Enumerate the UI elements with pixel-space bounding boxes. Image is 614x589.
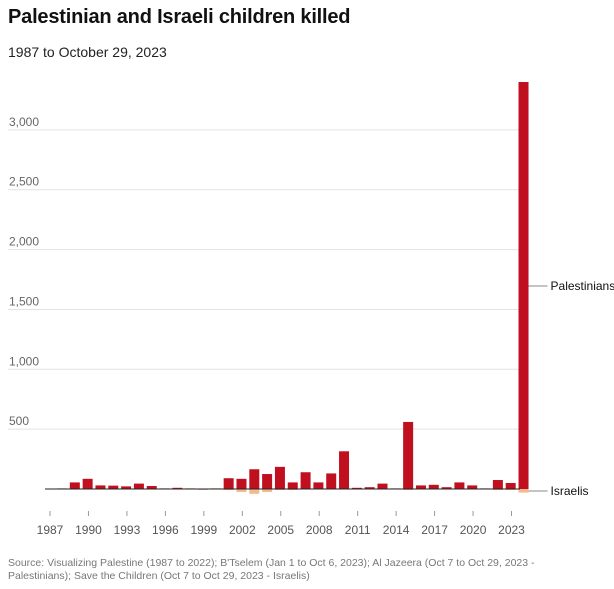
bar-israelis-2003 bbox=[262, 489, 273, 492]
x-tick-label: 2014 bbox=[383, 523, 410, 537]
bars bbox=[57, 82, 529, 494]
x-tick-label: 2002 bbox=[229, 523, 256, 537]
x-tick-label: 2023 bbox=[498, 523, 525, 537]
y-tick-label: 1,000 bbox=[9, 354, 39, 368]
x-tick-label: 1999 bbox=[190, 523, 217, 537]
bar-palestinians-1990 bbox=[95, 485, 106, 489]
bar-palestinians-1991 bbox=[108, 485, 119, 489]
bar-palestinians-2012 bbox=[377, 483, 388, 489]
bar-palestinians-2000 bbox=[223, 478, 234, 489]
bar-palestinians-1996 bbox=[172, 487, 183, 489]
x-tick-label: 1990 bbox=[75, 523, 102, 537]
bar-palestinians-2011 bbox=[364, 487, 375, 489]
bar-palestinians-2008 bbox=[326, 473, 337, 489]
bar-palestinians-2010 bbox=[351, 487, 362, 489]
bar-israelis-2002 bbox=[249, 489, 260, 494]
chart-title: Palestinian and Israeli children killed bbox=[8, 6, 351, 28]
bar-palestinians-1994 bbox=[146, 486, 157, 489]
x-tick-label: 2005 bbox=[267, 523, 294, 537]
bar-palestinians-2017 bbox=[441, 487, 452, 489]
bar-palestinians-1992 bbox=[121, 486, 132, 489]
bar-palestinians-2002 bbox=[249, 469, 260, 489]
x-tick-label: 1993 bbox=[114, 523, 141, 537]
bar-palestinians-2014 bbox=[403, 421, 414, 489]
x-tick-label: 2011 bbox=[345, 523, 371, 537]
bar-palestinians-2022 bbox=[505, 483, 516, 489]
x-tick-label: 1996 bbox=[152, 523, 179, 537]
bar-palestinians-2021 bbox=[492, 480, 503, 489]
gridlines bbox=[8, 129, 520, 430]
bar-israelis-2023 bbox=[518, 489, 529, 493]
x-tick-label: 1987 bbox=[37, 523, 64, 537]
bar-palestinians-2016 bbox=[428, 484, 439, 489]
x-tick-label: 2008 bbox=[306, 523, 333, 537]
series-labels: Palestinians Israelis bbox=[528, 279, 614, 498]
chart-subtitle: 1987 to October 29, 2023 bbox=[8, 44, 167, 60]
x-axis-ticks: 1987 1990 1993 1996 1999 2002 2005 2008 2011 2014… bbox=[37, 511, 525, 537]
bar-palestinians-2004 bbox=[274, 466, 285, 489]
source-note: Source: Visualizing Palestine (1987 to 2… bbox=[8, 557, 535, 582]
series-label-israelis: Israelis bbox=[551, 484, 589, 498]
bar-palestinians-1993 bbox=[133, 483, 144, 489]
bar-palestinians-1989 bbox=[82, 478, 93, 489]
bar-chart: 500 1,000 1,500 2,000 2,500 3,000 1987 1990 199… bbox=[8, 82, 614, 537]
y-tick-label: 500 bbox=[9, 414, 29, 428]
x-tick-label: 2020 bbox=[460, 523, 487, 537]
bar-palestinians-2009 bbox=[339, 451, 350, 489]
bar-palestinians-1988 bbox=[69, 482, 80, 489]
y-tick-label: 2,000 bbox=[9, 235, 39, 249]
y-tick-label: 1,500 bbox=[9, 294, 39, 308]
y-tick-label: 2,500 bbox=[9, 175, 39, 189]
bar-palestinians-2018 bbox=[454, 482, 465, 489]
x-tick-label: 2017 bbox=[421, 523, 448, 537]
bar-palestinians-2001 bbox=[236, 478, 247, 489]
bar-palestinians-2005 bbox=[287, 482, 298, 489]
y-axis-labels: 500 1,000 1,500 2,000 2,500 3,000 bbox=[9, 115, 39, 428]
series-label-palestinians: Palestinians bbox=[551, 279, 614, 293]
bar-palestinians-2015 bbox=[415, 485, 426, 489]
bar-israelis-2001 bbox=[236, 489, 247, 492]
y-tick-label: 3,000 bbox=[9, 115, 39, 129]
bar-palestinians-2006 bbox=[300, 472, 311, 489]
bar-palestinians-2007 bbox=[313, 482, 324, 489]
bar-palestinians-2019 bbox=[467, 485, 478, 489]
bar-palestinians-2023 bbox=[518, 82, 529, 489]
bar-palestinians-2003 bbox=[262, 474, 273, 489]
